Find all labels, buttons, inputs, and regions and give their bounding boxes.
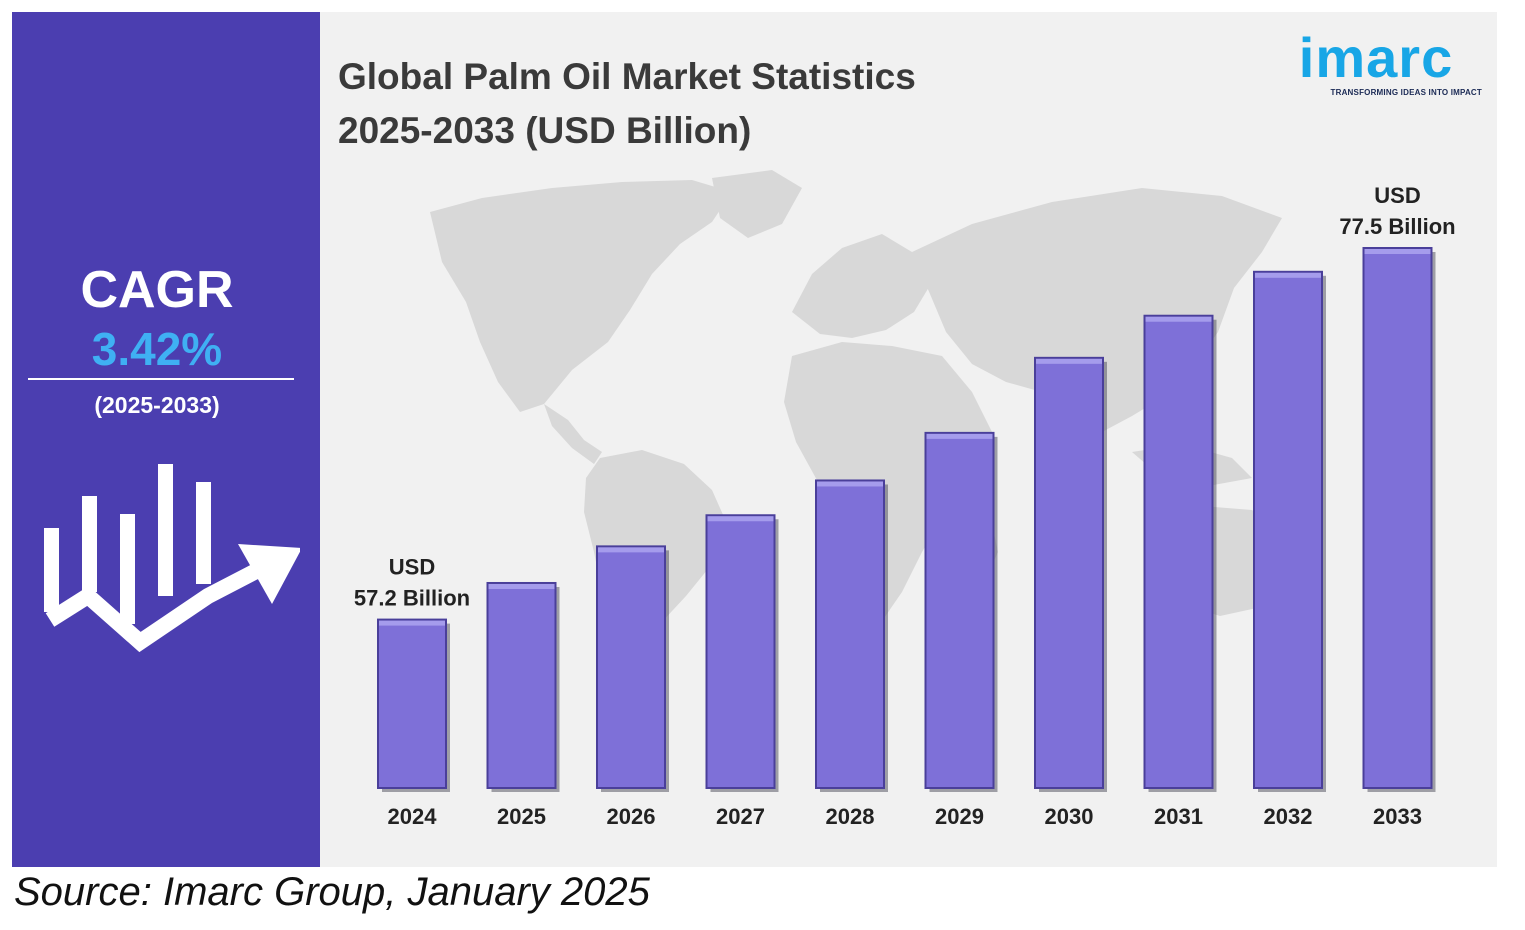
imarc-logo: imarc TRANSFORMING IDEAS INTO IMPACT xyxy=(1270,26,1482,98)
bar-top-highlight xyxy=(1145,316,1212,322)
bar-face xyxy=(1253,270,1323,789)
bar-2028 xyxy=(815,479,888,792)
bar-2030 xyxy=(1034,356,1107,792)
source-note: Source: Imarc Group, January 2025 xyxy=(14,870,650,914)
data-label-2024-line-2: 57.2 Billion xyxy=(354,586,470,611)
chart-title-line-2: 2025-2033 (USD Billion) xyxy=(338,110,752,151)
x-tick-label-2028: 2028 xyxy=(826,804,875,829)
bars xyxy=(377,247,1436,792)
bar-face xyxy=(1034,356,1104,789)
x-tick-label-2026: 2026 xyxy=(607,804,656,829)
bar-top-highlight xyxy=(1364,249,1431,254)
bar-face xyxy=(486,581,557,789)
bar-top-highlight xyxy=(488,583,555,589)
cagr-panel: CAGR 3.42% (2025-2033) xyxy=(12,12,320,867)
x-axis-ticks: 2024 2025 2026 2027 2028 2029 2030 2031 2032 2033 xyxy=(388,804,1422,829)
bar-face xyxy=(1362,247,1433,789)
cagr-label: CAGR xyxy=(80,261,234,319)
annotations: USD 57.2 Billion USD 77.5 Billion xyxy=(354,183,1456,611)
bar-2027 xyxy=(705,514,779,792)
x-tick-label-2030: 2030 xyxy=(1045,804,1094,829)
x-tick-label-2033: 2033 xyxy=(1373,804,1422,829)
bar-face xyxy=(596,545,666,789)
logo-wordmark: imarc xyxy=(1298,26,1454,89)
cagr-value: 3.42% xyxy=(91,323,223,375)
bar-2032 xyxy=(1253,270,1326,792)
bar-face xyxy=(1143,314,1214,789)
chart-title: Global Palm Oil Market Statistics 2025-2… xyxy=(338,50,916,158)
bar-2029 xyxy=(924,431,998,792)
bar-2026 xyxy=(596,545,669,792)
data-label-2024-line-1: USD xyxy=(389,555,435,580)
x-tick-label-2024: 2024 xyxy=(388,804,438,829)
bar-top-highlight xyxy=(817,481,883,487)
bar-2025 xyxy=(486,581,560,792)
bar-2031 xyxy=(1143,314,1217,792)
x-tick-label-2027: 2027 xyxy=(716,804,765,829)
chart-title-line-1: Global Palm Oil Market Statistics xyxy=(338,56,916,97)
bar-top-highlight xyxy=(379,620,445,626)
bar-chart: 2024 2025 2026 2027 2028 2029 2030 2031 2032 2033… xyxy=(354,170,1456,829)
infographic-frame: CAGR 3.42% (2025-2033) Global Palm Oil M… xyxy=(12,12,1497,867)
x-tick-label-2032: 2032 xyxy=(1264,804,1313,829)
bar-face xyxy=(924,431,995,789)
bar-top-highlight xyxy=(598,547,664,553)
x-tick-label-2029: 2029 xyxy=(935,804,984,829)
logo-tagline: TRANSFORMING IDEAS INTO IMPACT xyxy=(1330,88,1482,97)
bar-top-highlight xyxy=(1255,272,1321,278)
data-label-2033-line-2: 77.5 Billion xyxy=(1339,214,1455,239)
data-label-2033-line-1: USD xyxy=(1374,183,1420,208)
bar-face xyxy=(815,479,885,789)
bar-top-highlight xyxy=(926,433,993,439)
bar-2024 xyxy=(377,618,450,792)
bar-face xyxy=(377,618,447,789)
bar-top-highlight xyxy=(707,516,774,522)
bar-top-highlight xyxy=(1036,358,1102,364)
bar-2033 xyxy=(1362,247,1436,792)
cagr-divider xyxy=(28,378,294,380)
x-tick-label-2031: 2031 xyxy=(1154,804,1203,829)
bar-face xyxy=(705,514,776,789)
growth-chart-arrow-icon xyxy=(44,464,300,653)
x-tick-label-2025: 2025 xyxy=(497,804,546,829)
cagr-period: (2025-2033) xyxy=(94,392,220,418)
